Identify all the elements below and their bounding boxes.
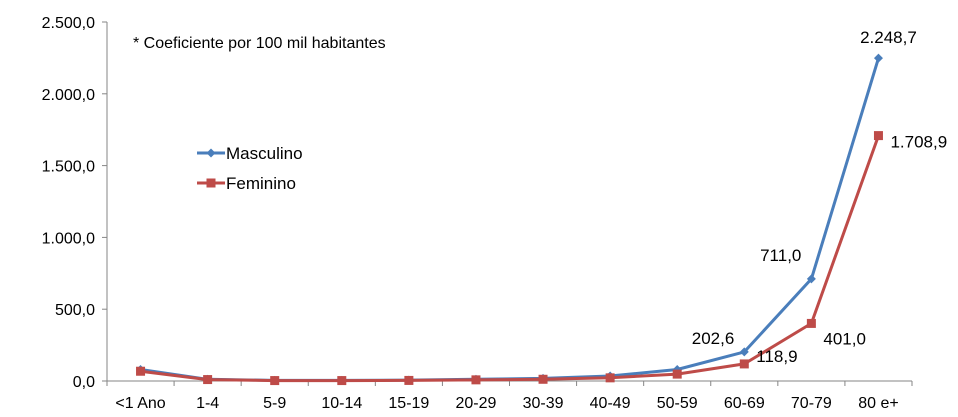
y-axis-ticks: 0,0 500,0 1.000,0 1.500,0 2.000,0 2.500,0 bbox=[42, 15, 107, 391]
data-point-feminino bbox=[337, 376, 346, 385]
data-point-feminino bbox=[539, 375, 548, 384]
x-tick-label: 80 e+ bbox=[858, 395, 898, 412]
data-point-feminino bbox=[270, 376, 279, 385]
data-label-feminino: 118,9 bbox=[756, 347, 797, 366]
data-point-feminino bbox=[203, 375, 212, 384]
legend-label-feminino: Feminino bbox=[226, 174, 296, 193]
x-tick-label: 20-29 bbox=[455, 395, 496, 412]
data-point-feminino bbox=[740, 359, 749, 368]
data-label-masculino: 2.248,7 bbox=[860, 28, 917, 47]
y-tick-label: 1.000,0 bbox=[42, 230, 95, 247]
data-labels-layer: 202,6 711,0 2.248,7 118,9 401,0 1.708,9 bbox=[692, 28, 947, 366]
x-tick-label: 1-4 bbox=[196, 395, 219, 412]
data-point-masculino bbox=[874, 54, 883, 63]
data-point-feminino bbox=[606, 373, 615, 382]
x-tick-label: 30-39 bbox=[523, 395, 564, 412]
legend: Masculino Feminino bbox=[197, 144, 303, 193]
data-point-feminino bbox=[471, 375, 480, 384]
x-tick-label: 40-49 bbox=[590, 395, 631, 412]
data-label-feminino: 1.708,9 bbox=[890, 133, 947, 152]
data-point-feminino bbox=[404, 376, 413, 385]
data-label-masculino: 711,0 bbox=[760, 246, 801, 265]
y-tick-label: 2.000,0 bbox=[42, 87, 95, 104]
chart-annotation: * Coeficiente por 100 mil habitantes bbox=[133, 35, 386, 52]
data-label-masculino: 202,6 bbox=[692, 329, 735, 348]
data-point-feminino bbox=[874, 131, 883, 140]
data-point-feminino bbox=[807, 319, 816, 328]
x-tick-label: 15-19 bbox=[388, 395, 429, 412]
x-tick-label: 70-79 bbox=[791, 395, 832, 412]
data-point-feminino bbox=[673, 370, 682, 379]
legend-marker-feminino bbox=[207, 179, 216, 188]
y-tick-label: 500,0 bbox=[55, 302, 95, 319]
legend-label-masculino: Masculino bbox=[226, 144, 303, 163]
legend-marker-masculino bbox=[207, 149, 216, 158]
x-axis-ticks: <1 Ano 1-4 5-9 10-14 15-19 20-29 30-39 40-49 50-… bbox=[107, 381, 912, 412]
x-tick-label: 5-9 bbox=[263, 395, 286, 412]
series-layer bbox=[136, 54, 883, 385]
x-tick-label: 60-69 bbox=[724, 395, 765, 412]
data-point-feminino bbox=[136, 367, 145, 376]
data-label-feminino: 401,0 bbox=[823, 329, 866, 348]
x-tick-label: 50-59 bbox=[657, 395, 698, 412]
y-tick-label: 0,0 bbox=[73, 374, 95, 391]
y-tick-label: 2.500,0 bbox=[42, 15, 95, 32]
x-tick-label: 10-14 bbox=[321, 395, 362, 412]
x-tick-label: <1 Ano bbox=[115, 395, 165, 412]
series-line-masculino bbox=[141, 58, 879, 380]
y-tick-label: 1.500,0 bbox=[42, 159, 95, 176]
